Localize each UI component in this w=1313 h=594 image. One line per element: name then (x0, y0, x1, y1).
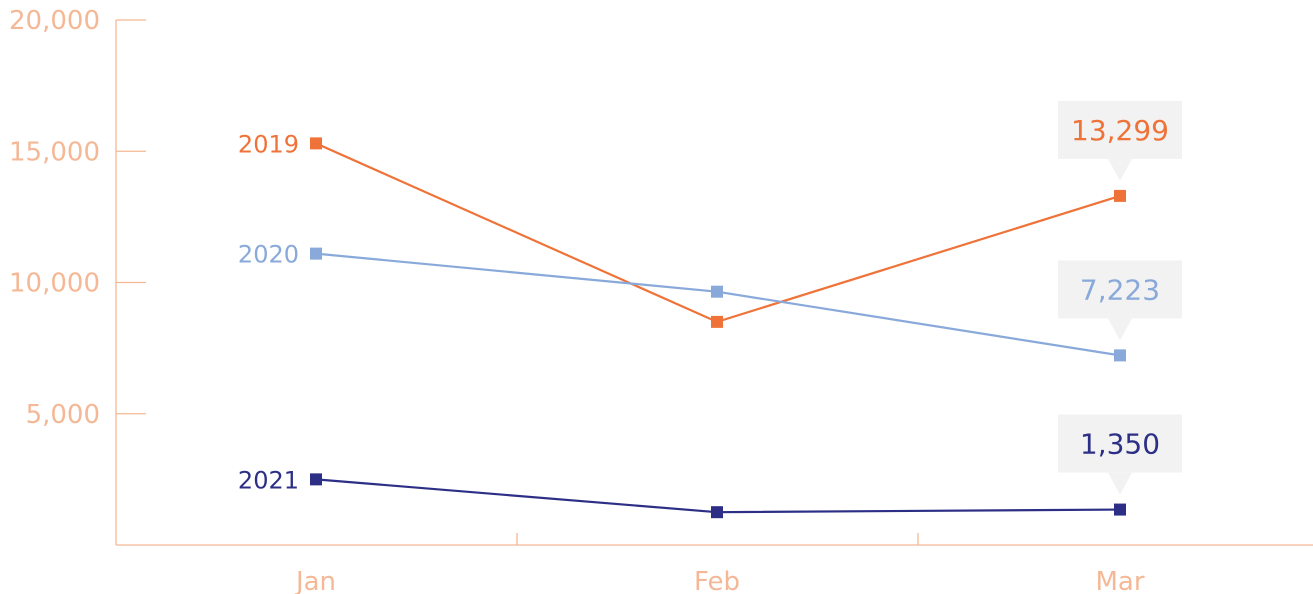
end-value-label: 7,223 (1080, 273, 1160, 306)
end-value-label: 1,350 (1080, 428, 1160, 461)
end-value-callout: 1,350 (1058, 414, 1182, 495)
callout-box (1058, 414, 1182, 473)
x-tick-label: Jan (294, 567, 336, 594)
y-tick-label: 10,000 (9, 269, 100, 299)
data-point-2021-Jan (310, 473, 322, 486)
x-tick-label: Feb (694, 567, 740, 594)
callout-pointer (1108, 472, 1132, 495)
y-axis-ticks: 5,000 10,000 15,000 20,000 (9, 6, 146, 430)
callout-box (1058, 100, 1182, 159)
data-point-2019-Mar (1114, 189, 1126, 202)
series-name-label: 2019 (238, 130, 299, 158)
series-2020: 2020 (238, 241, 1126, 362)
data-point-2019-Jan (310, 137, 322, 150)
end-value-label: 13,299 (1071, 114, 1169, 147)
data-point-2021-Feb (711, 506, 723, 519)
data-point-2020-Feb (711, 285, 723, 298)
data-point-2020-Mar (1114, 349, 1126, 362)
series-name-label: 2021 (238, 466, 299, 494)
data-point-2021-Mar (1114, 503, 1126, 516)
series-name-label: 2020 (238, 241, 299, 269)
callout-box (1058, 260, 1182, 319)
x-axis-ticks: Jan Feb Mar (294, 533, 1145, 594)
series-line-2020 (315, 252, 1121, 357)
y-tick-label: 15,000 (9, 137, 100, 167)
callout-pointer (1108, 318, 1132, 341)
end-value-callout: 7,223 (1058, 260, 1182, 341)
series-2021: 2021 (238, 466, 1126, 519)
callout-pointer (1108, 158, 1132, 181)
data-point-2019-Feb (711, 315, 723, 328)
data-point-2020-Jan (310, 247, 322, 260)
end-value-callout: 13,299 (1058, 100, 1182, 181)
y-tick-label: 20,000 (9, 6, 100, 36)
y-tick-label: 5,000 (26, 400, 100, 430)
series-2019: 2019 (238, 130, 1126, 328)
series-layer: 2019 2020 2021 (238, 130, 1126, 519)
callout-layer: 13,299 7,223 1,350 (1058, 100, 1182, 495)
x-tick-label: Mar (1095, 567, 1144, 594)
